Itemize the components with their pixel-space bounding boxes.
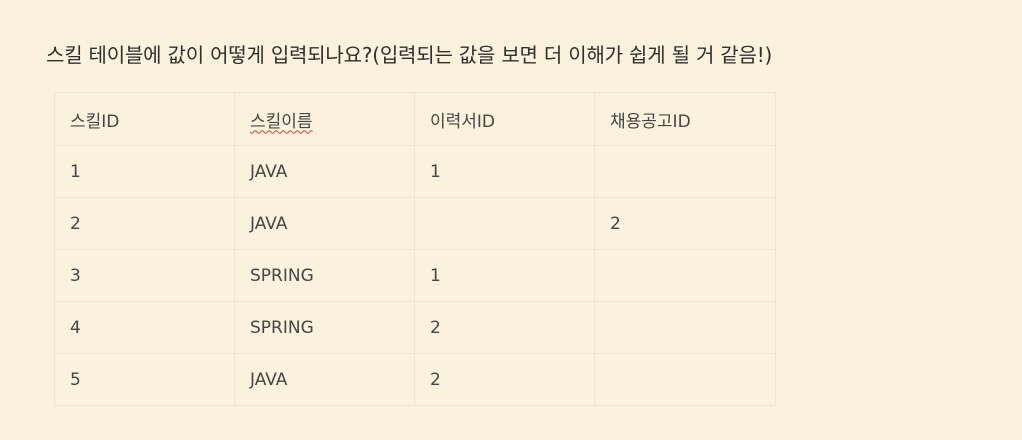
question-text: 스킬 테이블에 값이 어떻게 입력되나요?(입력되는 값을 보면 더 이해가 쉽… bbox=[46, 43, 773, 67]
cell-skill-id: 3 bbox=[54, 249, 235, 302]
cell-job-posting-id bbox=[594, 353, 776, 406]
table-header-row: 스킬ID 스킬이름 이력서ID 채용공고ID bbox=[54, 92, 776, 146]
cell-job-posting-id bbox=[594, 145, 776, 198]
cell-skill-id: 4 bbox=[54, 301, 235, 354]
table-row: 4 SPRING 2 bbox=[54, 301, 776, 354]
skill-table: 스킬ID 스킬이름 이력서ID 채용공고ID 1 JAVA 1 2 JAVA 2… bbox=[54, 92, 776, 406]
cell-skill-id: 2 bbox=[54, 197, 235, 250]
header-job-posting-id: 채용공고ID bbox=[594, 92, 776, 146]
header-resume-id: 이력서ID bbox=[414, 92, 595, 146]
cell-skill-name: JAVA bbox=[234, 145, 415, 198]
table-row: 3 SPRING 1 bbox=[54, 249, 776, 302]
cell-resume-id: 1 bbox=[414, 249, 595, 302]
cell-job-posting-id bbox=[594, 301, 776, 354]
table-row: 1 JAVA 1 bbox=[54, 145, 776, 198]
cell-resume-id bbox=[414, 197, 595, 250]
cell-resume-id: 2 bbox=[414, 301, 595, 354]
cell-skill-name: SPRING bbox=[234, 301, 415, 354]
cell-skill-name: JAVA bbox=[234, 197, 415, 250]
cell-skill-id: 5 bbox=[54, 353, 235, 406]
table-row: 5 JAVA 2 bbox=[54, 353, 776, 406]
cell-skill-name: SPRING bbox=[234, 249, 415, 302]
cell-job-posting-id: 2 bbox=[594, 197, 776, 250]
cell-skill-name: JAVA bbox=[234, 353, 415, 406]
header-skill-name: 스킬이름 bbox=[234, 92, 415, 146]
header-skill-name-label: 스킬이름 bbox=[250, 111, 313, 132]
table-row: 2 JAVA 2 bbox=[54, 197, 776, 250]
cell-skill-id: 1 bbox=[54, 145, 235, 198]
cell-job-posting-id bbox=[594, 249, 776, 302]
cell-resume-id: 2 bbox=[414, 353, 595, 406]
cell-resume-id: 1 bbox=[414, 145, 595, 198]
header-skill-id: 스킬ID bbox=[54, 92, 235, 146]
